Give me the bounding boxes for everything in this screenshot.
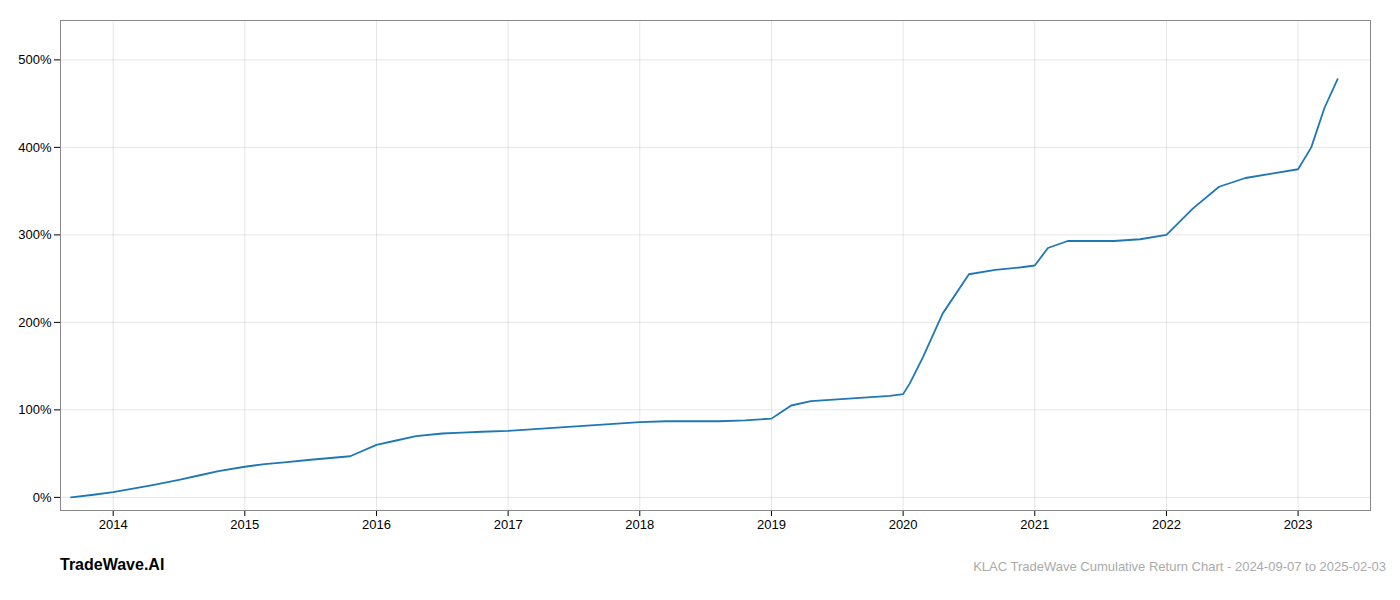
svg-text:2021: 2021 — [1020, 517, 1049, 532]
svg-text:500%: 500% — [18, 52, 52, 67]
svg-text:200%: 200% — [18, 315, 52, 330]
html-text:TradeWave.AI: TradeWave.AI — [60, 556, 165, 573]
svg-text:2020: 2020 — [889, 517, 918, 532]
svg-text:400%: 400% — [18, 140, 52, 155]
svg-text:0%: 0% — [33, 490, 52, 505]
svg-text:300%: 300% — [18, 227, 52, 242]
svg-text:2015: 2015 — [230, 517, 259, 532]
svg-text:2016: 2016 — [362, 517, 391, 532]
svg-text:2017: 2017 — [494, 517, 523, 532]
svg-text:2014: 2014 — [99, 517, 128, 532]
svg-text:100%: 100% — [18, 402, 52, 417]
html-text:KLAC TradeWave Cumulative Retu: KLAC TradeWave Cumulative Return Chart -… — [973, 559, 1386, 574]
svg-text:2022: 2022 — [1152, 517, 1181, 532]
svg-text:2019: 2019 — [757, 517, 786, 532]
svg-text:2023: 2023 — [1284, 517, 1313, 532]
svg-text:2018: 2018 — [625, 517, 654, 532]
